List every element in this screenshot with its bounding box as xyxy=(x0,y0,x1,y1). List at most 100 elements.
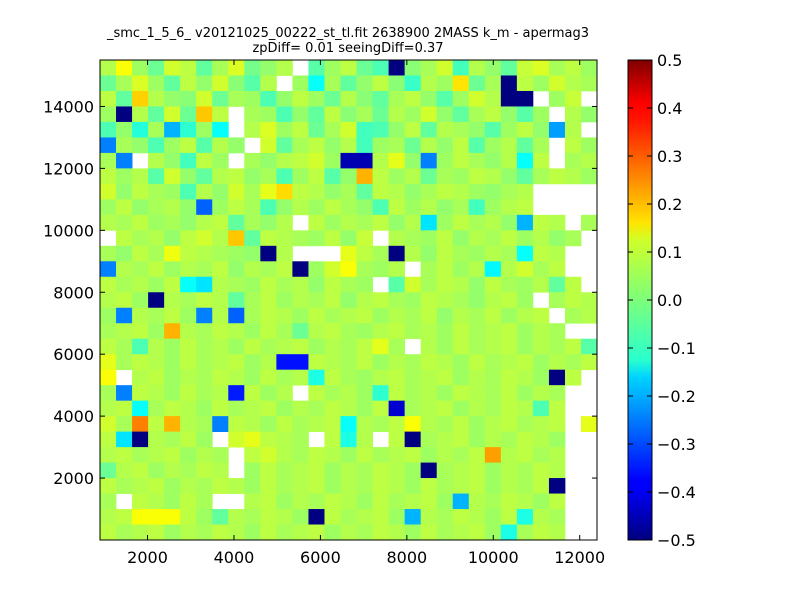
heatmap-cell xyxy=(372,121,389,138)
heatmap-cell xyxy=(388,75,406,92)
heatmap-cell xyxy=(484,261,502,278)
heatmap-cell xyxy=(404,323,422,340)
heatmap-cell xyxy=(372,152,389,169)
heatmap-cell xyxy=(308,276,325,293)
heatmap-cell xyxy=(132,106,149,123)
heatmap-cell xyxy=(356,400,373,417)
heatmap-cell xyxy=(308,369,325,386)
heatmap-cell xyxy=(148,261,165,278)
heatmap-cell xyxy=(388,245,406,262)
heatmap-cell xyxy=(180,431,197,448)
heatmap-cell xyxy=(420,385,438,402)
heatmap-cell xyxy=(356,168,373,185)
heatmap-cell xyxy=(452,400,470,417)
heatmap-cell xyxy=(452,369,470,386)
heatmap-cell xyxy=(276,60,293,76)
heatmap-cell xyxy=(420,369,438,386)
heatmap-cell xyxy=(212,137,229,154)
heatmap-cell xyxy=(100,168,117,185)
heatmap-cell xyxy=(116,338,133,355)
heatmap-cell xyxy=(212,121,229,138)
heatmap-cell xyxy=(100,431,117,448)
heatmap-cell xyxy=(180,338,197,355)
heatmap-cell xyxy=(452,447,470,463)
heatmap-cell xyxy=(516,509,534,525)
heatmap-cell xyxy=(436,354,454,371)
heatmap-cell xyxy=(452,90,470,107)
heatmap-cell xyxy=(356,385,373,402)
heatmap-cell xyxy=(100,385,117,402)
heatmap-cell xyxy=(228,183,245,200)
heatmap-cell xyxy=(500,462,518,479)
heatmap-cell xyxy=(132,245,149,262)
heatmap-cell xyxy=(164,509,181,525)
heatmap-cell xyxy=(468,524,486,541)
heatmap-cell xyxy=(212,168,229,185)
heatmap-cell xyxy=(292,75,309,92)
heatmap-cell xyxy=(516,60,534,76)
heatmap-cell xyxy=(548,75,566,92)
heatmap-cell xyxy=(244,431,261,448)
heatmap-cell xyxy=(532,137,550,154)
x-tick-label: 4000 xyxy=(214,548,255,567)
y-tick-label: 8000 xyxy=(53,283,94,302)
heatmap-cell xyxy=(388,447,406,463)
heatmap-cell xyxy=(548,478,566,494)
heatmap-cell xyxy=(164,183,181,200)
heatmap-cell xyxy=(276,261,293,278)
heatmap-cell xyxy=(100,323,117,340)
heatmap-cell xyxy=(324,183,341,200)
heatmap-cell xyxy=(164,307,181,324)
heatmap-cell xyxy=(292,447,309,463)
heatmap-cell xyxy=(436,338,454,355)
heatmap-cell xyxy=(340,75,357,92)
heatmap-cell xyxy=(228,509,245,525)
heatmap-cell xyxy=(100,152,117,169)
heatmap-cell xyxy=(308,90,325,107)
heatmap-cell xyxy=(212,214,229,231)
heatmap-cell xyxy=(404,183,422,200)
heatmap-cell xyxy=(276,230,293,247)
heatmap-cell xyxy=(468,90,486,107)
heatmap-cell xyxy=(212,276,229,293)
heatmap-cell xyxy=(132,137,149,154)
heatmap-cell xyxy=(420,307,438,324)
heatmap-cell xyxy=(372,106,389,123)
heatmap-cell xyxy=(324,121,341,138)
colorbar-tick-label: −0.4 xyxy=(657,483,696,502)
heatmap-cell xyxy=(260,276,277,293)
heatmap-cell xyxy=(420,400,438,417)
heatmap-cell xyxy=(420,121,438,138)
heatmap-cell xyxy=(500,385,518,402)
heatmap-cell xyxy=(500,60,518,76)
heatmap-cell xyxy=(436,493,454,510)
heatmap-cell xyxy=(420,75,438,92)
heatmap-cell xyxy=(581,416,598,433)
heatmap-cell xyxy=(100,75,117,92)
heatmap-cell xyxy=(260,60,277,76)
heatmap-cell xyxy=(276,292,293,309)
heatmap-cell xyxy=(388,307,406,324)
heatmap-cell xyxy=(212,416,229,433)
heatmap-cell xyxy=(180,261,197,278)
heatmap-cell xyxy=(548,60,566,76)
heatmap-cell xyxy=(516,261,534,278)
heatmap-cell xyxy=(548,524,566,541)
heatmap-cell xyxy=(228,307,245,324)
heatmap-cell xyxy=(516,385,534,402)
heatmap-cell xyxy=(564,60,582,76)
heatmap-cell xyxy=(340,416,357,433)
heatmap-cell xyxy=(196,416,213,433)
heatmap-cell xyxy=(532,400,550,417)
heatmap-cell xyxy=(244,400,261,417)
heatmap-cell xyxy=(116,261,133,278)
heatmap-cell xyxy=(324,261,341,278)
heatmap-cell xyxy=(324,276,341,293)
heatmap-cell xyxy=(164,276,181,293)
heatmap-cell xyxy=(132,462,149,479)
heatmap-cell xyxy=(324,369,341,386)
heatmap-cell xyxy=(356,60,373,76)
heatmap-cell xyxy=(516,168,534,185)
heatmap-cell xyxy=(324,168,341,185)
heatmap-cell xyxy=(100,509,117,525)
